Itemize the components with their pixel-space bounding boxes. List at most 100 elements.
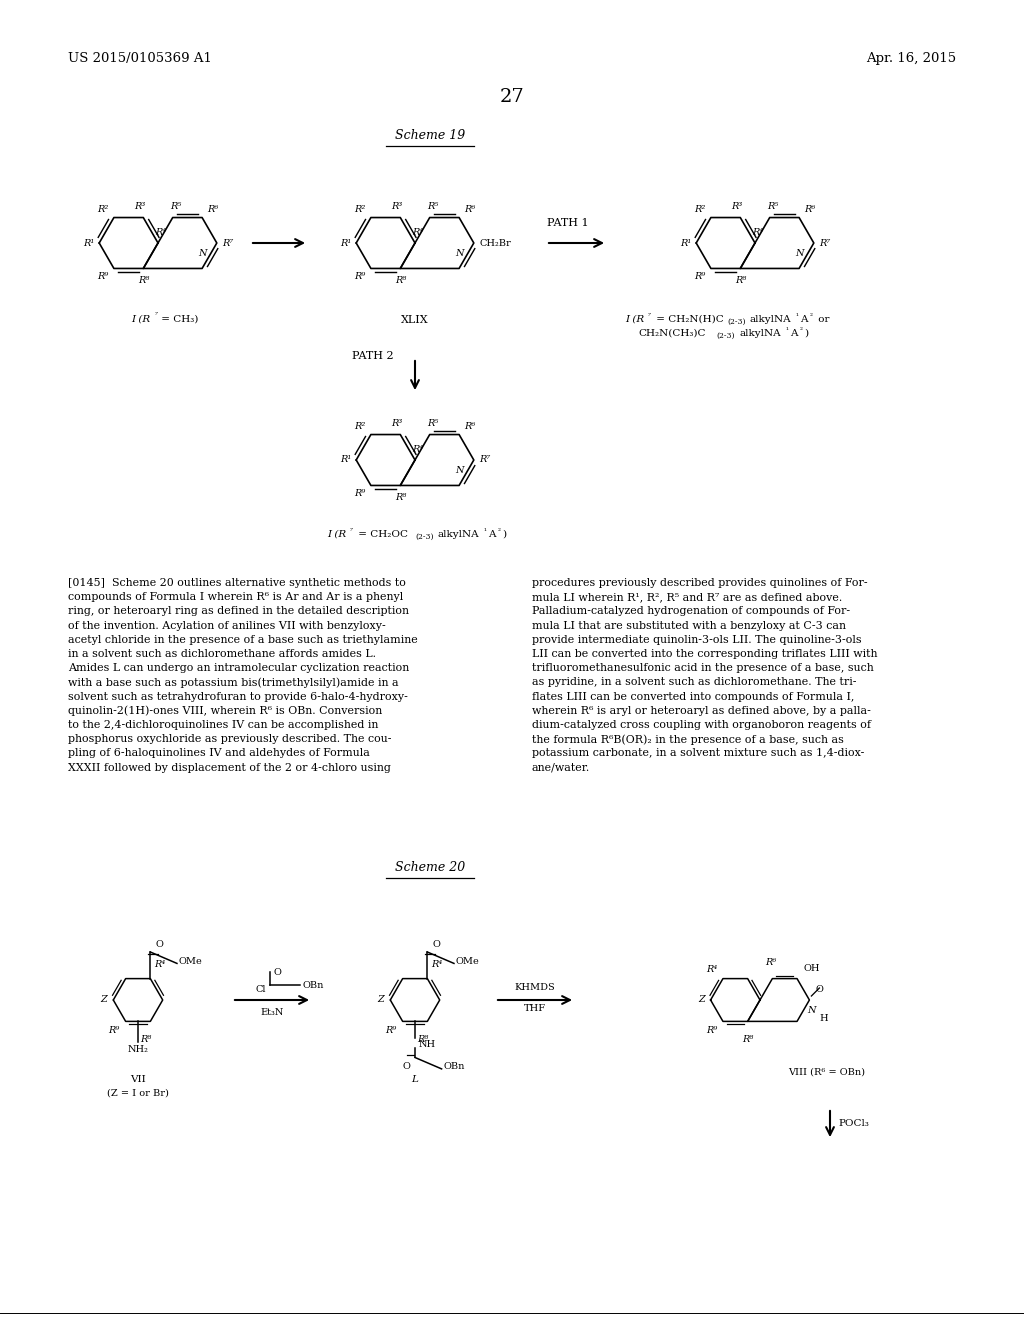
Text: alkylNA: alkylNA <box>750 315 792 323</box>
Text: PATH 1: PATH 1 <box>547 218 589 228</box>
Text: in a solvent such as dichloromethane affords amides L.: in a solvent such as dichloromethane aff… <box>68 649 376 659</box>
Text: Scheme 19: Scheme 19 <box>395 129 465 143</box>
Text: as pyridine, in a solvent such as dichloromethane. The tri-: as pyridine, in a solvent such as dichlo… <box>532 677 856 688</box>
Text: (2-3): (2-3) <box>727 318 745 326</box>
Text: R⁵: R⁵ <box>767 202 778 211</box>
Text: R⁷: R⁷ <box>819 239 830 248</box>
Text: R⁹: R⁹ <box>706 1027 717 1035</box>
Text: R²: R² <box>354 422 366 432</box>
Text: VIII (R⁶ = OBn): VIII (R⁶ = OBn) <box>788 1068 865 1077</box>
Text: ²: ² <box>810 313 813 321</box>
Text: wherein R⁶ is aryl or heteroaryl as defined above, by a palla-: wherein R⁶ is aryl or heteroaryl as defi… <box>532 706 870 715</box>
Text: LII can be converted into the corresponding triflates LIII with: LII can be converted into the correspond… <box>532 649 878 659</box>
Text: H: H <box>819 1014 827 1023</box>
Text: R⁴: R⁴ <box>753 227 764 236</box>
Text: NH₂: NH₂ <box>128 1045 148 1055</box>
Text: OBn: OBn <box>302 981 324 990</box>
Text: R³: R³ <box>731 202 742 211</box>
Text: R⁴: R⁴ <box>155 960 166 969</box>
Text: = CH₂OC: = CH₂OC <box>355 531 408 539</box>
Text: N: N <box>455 466 463 475</box>
Text: ring, or heteroaryl ring as defined in the detailed description: ring, or heteroaryl ring as defined in t… <box>68 606 409 616</box>
Text: Z: Z <box>100 995 108 1005</box>
Text: potassium carbonate, in a solvent mixture such as 1,4-diox-: potassium carbonate, in a solvent mixtur… <box>532 748 864 759</box>
Text: O: O <box>815 985 823 994</box>
Text: R²: R² <box>354 206 366 214</box>
Text: R⁹: R⁹ <box>694 272 706 281</box>
Text: ⁷: ⁷ <box>648 313 651 321</box>
Text: R⁶: R⁶ <box>765 957 776 966</box>
Text: N: N <box>198 249 206 259</box>
Text: A: A <box>488 531 496 539</box>
Text: ¹: ¹ <box>785 327 788 335</box>
Text: R⁴: R⁴ <box>413 227 424 236</box>
Text: Palladium-catalyzed hydrogenation of compounds of For-: Palladium-catalyzed hydrogenation of com… <box>532 606 850 616</box>
Text: ¹: ¹ <box>483 528 486 536</box>
Text: 27: 27 <box>500 88 524 106</box>
Text: R⁵: R⁵ <box>427 420 438 428</box>
Text: the formula R⁶B(OR)₂ in the presence of a base, such as: the formula R⁶B(OR)₂ in the presence of … <box>532 734 844 744</box>
Text: R³: R³ <box>134 202 145 211</box>
Text: or: or <box>815 315 829 323</box>
Text: [0145]  Scheme 20 outlines alternative synthetic methods to: [0145] Scheme 20 outlines alternative sy… <box>68 578 406 587</box>
Text: solvent such as tetrahydrofuran to provide 6-halo-4-hydroxy-: solvent such as tetrahydrofuran to provi… <box>68 692 408 702</box>
Text: quinolin-2(1H)-ones VIII, wherein R⁶ is OBn. Conversion: quinolin-2(1H)-ones VIII, wherein R⁶ is … <box>68 706 382 717</box>
Text: PATH 2: PATH 2 <box>352 351 394 360</box>
Text: R²: R² <box>694 206 706 214</box>
Text: compounds of Formula I wherein R⁶ is Ar and Ar is a phenyl: compounds of Formula I wherein R⁶ is Ar … <box>68 593 403 602</box>
Text: Scheme 20: Scheme 20 <box>395 861 465 874</box>
Text: (2-3): (2-3) <box>415 533 433 541</box>
Text: O: O <box>402 1063 410 1072</box>
Text: R⁷: R⁷ <box>222 239 233 248</box>
Text: XLIX: XLIX <box>401 315 429 325</box>
Text: R⁴: R⁴ <box>706 965 717 974</box>
Text: OMe: OMe <box>456 957 479 966</box>
Text: R⁶: R⁶ <box>804 206 815 214</box>
Text: R⁷: R⁷ <box>479 455 490 465</box>
Text: ane/water.: ane/water. <box>532 763 590 772</box>
Text: Z: Z <box>697 995 705 1005</box>
Text: VII: VII <box>130 1074 145 1084</box>
Text: KHMDS: KHMDS <box>515 983 555 993</box>
Text: I (R: I (R <box>327 531 346 539</box>
Text: trifluoromethanesulfonic acid in the presence of a base, such: trifluoromethanesulfonic acid in the pre… <box>532 663 873 673</box>
Text: R⁶: R⁶ <box>207 206 218 214</box>
Text: acetyl chloride in the presence of a base such as triethylamine: acetyl chloride in the presence of a bas… <box>68 635 418 644</box>
Text: R⁹: R⁹ <box>354 488 366 498</box>
Text: R⁹: R⁹ <box>385 1027 396 1035</box>
Text: mula LI wherein R¹, R², R⁵ and R⁷ are as defined above.: mula LI wherein R¹, R², R⁵ and R⁷ are as… <box>532 593 843 602</box>
Text: R³: R³ <box>391 202 402 211</box>
Text: provide intermediate quinolin-3-ols LII. The quinoline-3-ols: provide intermediate quinolin-3-ols LII.… <box>532 635 861 644</box>
Text: Et₃N: Et₃N <box>260 1008 284 1016</box>
Text: R²: R² <box>97 206 109 214</box>
Text: procedures previously described provides quinolines of For-: procedures previously described provides… <box>532 578 867 587</box>
Text: R⁶: R⁶ <box>464 206 475 214</box>
Text: R⁴: R⁴ <box>413 445 424 454</box>
Text: NH: NH <box>419 1040 436 1049</box>
Text: R⁴: R⁴ <box>431 960 442 969</box>
Text: ): ) <box>804 329 808 338</box>
Text: R⁸: R⁸ <box>137 276 148 285</box>
Text: THF: THF <box>524 1005 546 1012</box>
Text: O: O <box>274 968 282 977</box>
Text: = CH₂N(H)C: = CH₂N(H)C <box>653 315 724 323</box>
Text: R⁸: R⁸ <box>394 276 406 285</box>
Text: ): ) <box>502 531 506 539</box>
Text: I (R: I (R <box>625 315 644 323</box>
Text: CH₂N(CH₃)C: CH₂N(CH₃)C <box>638 329 706 338</box>
Text: CH₂Br: CH₂Br <box>479 239 511 248</box>
Text: R⁸: R⁸ <box>417 1035 428 1044</box>
Text: R⁹: R⁹ <box>354 272 366 281</box>
Text: R³: R³ <box>391 420 402 428</box>
Text: = CH₃): = CH₃) <box>158 315 199 323</box>
Text: N: N <box>455 249 463 259</box>
Text: N: N <box>795 249 803 259</box>
Text: R⁹: R⁹ <box>109 1027 120 1035</box>
Text: O: O <box>432 940 440 949</box>
Text: ²: ² <box>800 327 803 335</box>
Text: dium-catalyzed cross coupling with organoboron reagents of: dium-catalyzed cross coupling with organ… <box>532 719 871 730</box>
Text: R⁸: R⁸ <box>139 1035 151 1044</box>
Text: flates LIII can be converted into compounds of Formula I,: flates LIII can be converted into compou… <box>532 692 854 702</box>
Text: R⁶: R⁶ <box>464 422 475 432</box>
Text: alkylNA: alkylNA <box>438 531 479 539</box>
